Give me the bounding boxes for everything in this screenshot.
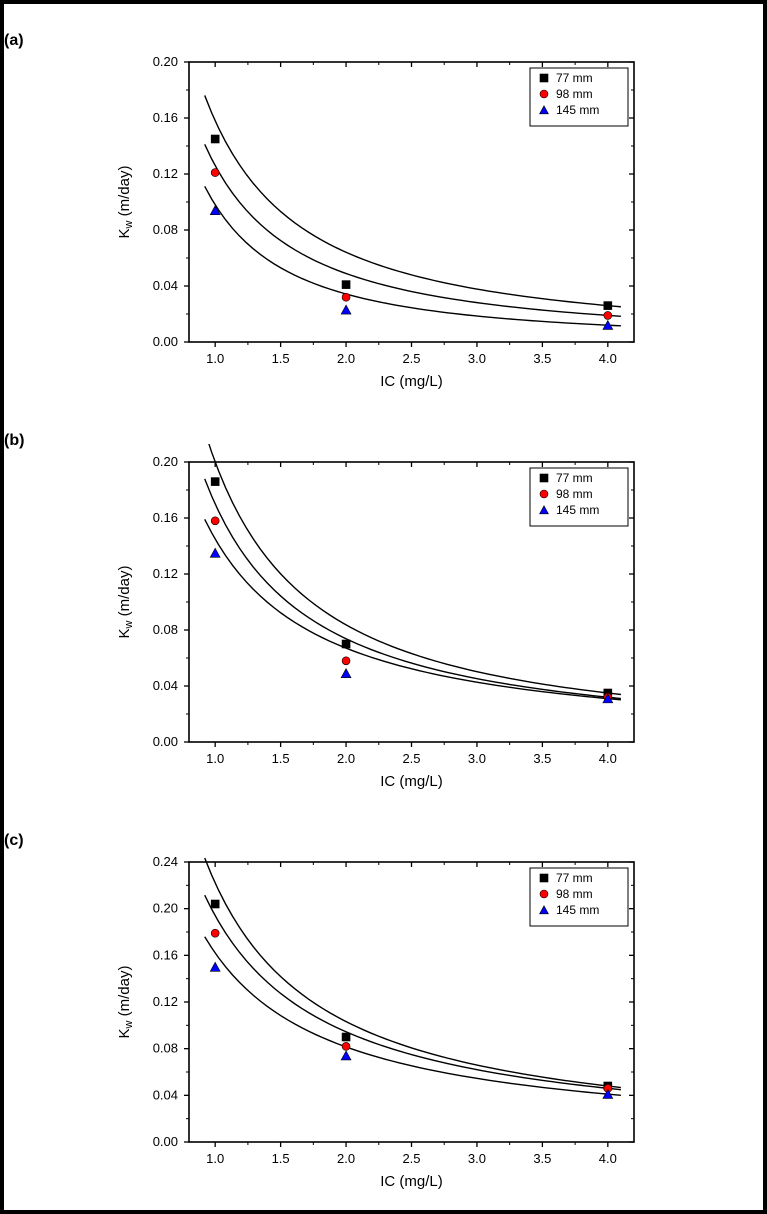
svg-text:0.20: 0.20 [153,454,178,469]
svg-text:1.0: 1.0 [206,351,224,366]
svg-text:1.5: 1.5 [272,351,290,366]
panel-a: 1.0 1.5 2.0 2.5 3.0 3.5 4.0 0.00 0.04 0.08 0.12 0.1… [94,44,734,404]
svg-text:0.00: 0.00 [153,334,178,349]
svg-text:1.5: 1.5 [272,751,290,766]
svg-text:IC (mg/L): IC (mg/L) [380,373,443,390]
panel-label-c: (c) [4,832,24,850]
svg-text:0.12: 0.12 [153,994,178,1009]
chart-c: 1.0 1.5 2.0 2.5 3.0 3.5 4.0 0.00 0.04 0.08 0.12 0.1… [94,844,654,1204]
svg-text:98 mm: 98 mm [556,487,593,501]
svg-text:2.5: 2.5 [402,1151,420,1166]
svg-text:0.12: 0.12 [153,166,178,181]
svg-text:0.20: 0.20 [153,901,178,916]
svg-text:98 mm: 98 mm [556,887,593,901]
panel-label-a: (a) [4,32,24,50]
svg-text:98 mm: 98 mm [556,87,593,101]
svg-text:2.5: 2.5 [402,751,420,766]
chart-a: 1.0 1.5 2.0 2.5 3.0 3.5 4.0 0.00 0.04 0.08 0.12 0.1… [94,44,654,404]
svg-text:3.0: 3.0 [468,751,486,766]
svg-text:77 mm: 77 mm [556,871,593,885]
svg-text:Kw (m/day): Kw (m/day) [116,966,135,1039]
svg-text:3.0: 3.0 [468,1151,486,1166]
panel-c: 1.0 1.5 2.0 2.5 3.0 3.5 4.0 0.00 0.04 0.08 0.12 0.1… [94,844,734,1204]
svg-text:145 mm: 145 mm [556,903,599,917]
svg-text:Kw (m/day): Kw (m/day) [116,166,135,239]
svg-text:0.04: 0.04 [153,278,178,293]
svg-text:0.24: 0.24 [153,854,178,869]
svg-text:2.5: 2.5 [402,351,420,366]
svg-text:IC (mg/L): IC (mg/L) [380,1173,443,1190]
svg-text:IC (mg/L): IC (mg/L) [380,773,443,790]
svg-text:1.5: 1.5 [272,1151,290,1166]
panel-label-b: (b) [4,432,24,450]
svg-text:0.20: 0.20 [153,54,178,69]
svg-text:0.16: 0.16 [153,947,178,962]
svg-text:0.04: 0.04 [153,678,178,693]
svg-text:3.5: 3.5 [533,351,551,366]
svg-text:4.0: 4.0 [599,351,617,366]
svg-text:77 mm: 77 mm [556,71,593,85]
svg-text:0.08: 0.08 [153,222,178,237]
svg-text:1.0: 1.0 [206,751,224,766]
chart-b: 1.0 1.5 2.0 2.5 3.0 3.5 4.0 0.00 0.04 0.08 0.12 0.1… [94,444,654,804]
svg-text:0.04: 0.04 [153,1087,178,1102]
svg-text:2.0: 2.0 [337,1151,355,1166]
svg-text:Kw (m/day): Kw (m/day) [116,566,135,639]
svg-text:2.0: 2.0 [337,751,355,766]
svg-text:0.08: 0.08 [153,622,178,637]
svg-text:0.16: 0.16 [153,510,178,525]
svg-text:145 mm: 145 mm [556,103,599,117]
svg-text:0.12: 0.12 [153,566,178,581]
svg-text:4.0: 4.0 [599,751,617,766]
svg-text:0.08: 0.08 [153,1041,178,1056]
svg-text:3.5: 3.5 [533,1151,551,1166]
svg-text:0.16: 0.16 [153,110,178,125]
svg-text:4.0: 4.0 [599,1151,617,1166]
svg-text:3.0: 3.0 [468,351,486,366]
svg-text:0.00: 0.00 [153,1134,178,1149]
page-frame: (a) 1.0 1.5 2.0 2.5 3.0 3.5 4.0 0.00 0.04 0.08 0.1… [0,0,767,1214]
svg-text:3.5: 3.5 [533,751,551,766]
svg-text:0.00: 0.00 [153,734,178,749]
panel-b: 1.0 1.5 2.0 2.5 3.0 3.5 4.0 0.00 0.04 0.08 0.12 0.1… [94,444,734,804]
svg-text:1.0: 1.0 [206,1151,224,1166]
svg-text:77 mm: 77 mm [556,471,593,485]
svg-text:145 mm: 145 mm [556,503,599,517]
svg-text:2.0: 2.0 [337,351,355,366]
